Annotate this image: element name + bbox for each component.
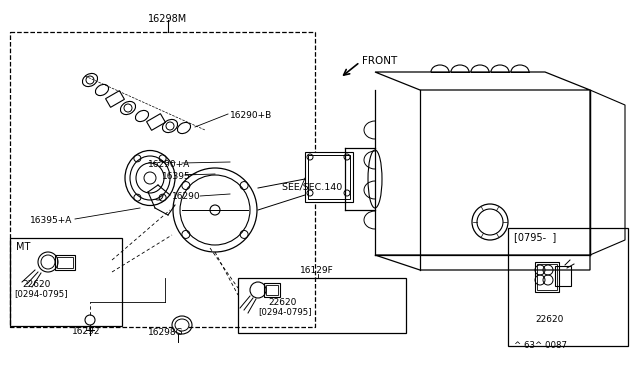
Bar <box>55 255 75 270</box>
Bar <box>266 285 278 295</box>
Text: 16290+A: 16290+A <box>148 160 190 169</box>
Bar <box>305 152 353 202</box>
Text: 16298G: 16298G <box>148 328 184 337</box>
Text: 16292: 16292 <box>72 327 100 336</box>
Text: ^ 63^ 0087: ^ 63^ 0087 <box>514 341 567 350</box>
Bar <box>537 264 557 290</box>
Ellipse shape <box>175 319 189 331</box>
Bar <box>57 257 73 268</box>
Circle shape <box>144 172 156 184</box>
Text: 16395: 16395 <box>162 172 191 181</box>
Bar <box>10 32 315 327</box>
Text: MT: MT <box>16 242 30 252</box>
Bar <box>10 238 122 326</box>
Bar <box>508 228 628 346</box>
Text: FRONT: FRONT <box>362 56 397 66</box>
Text: 22620: 22620 <box>22 280 51 289</box>
Text: [0294-0795]: [0294-0795] <box>258 307 312 316</box>
Bar <box>535 262 559 292</box>
Text: 16290: 16290 <box>172 192 200 201</box>
Text: 16298M: 16298M <box>148 14 188 24</box>
Text: 22620: 22620 <box>535 315 563 324</box>
Ellipse shape <box>130 156 170 200</box>
Text: 16129F: 16129F <box>300 266 333 275</box>
Bar <box>308 155 350 199</box>
Text: 16290+B: 16290+B <box>230 111 272 120</box>
Text: SEE SEC.140: SEE SEC.140 <box>282 183 342 192</box>
Circle shape <box>210 205 220 215</box>
Text: 16395+A: 16395+A <box>30 216 72 225</box>
Text: [0294-0795]: [0294-0795] <box>14 289 68 298</box>
Bar <box>238 278 406 333</box>
Text: 22620: 22620 <box>268 298 296 307</box>
Bar <box>264 283 280 297</box>
Bar <box>555 266 571 286</box>
Text: [0795-  ]: [0795- ] <box>514 232 556 242</box>
